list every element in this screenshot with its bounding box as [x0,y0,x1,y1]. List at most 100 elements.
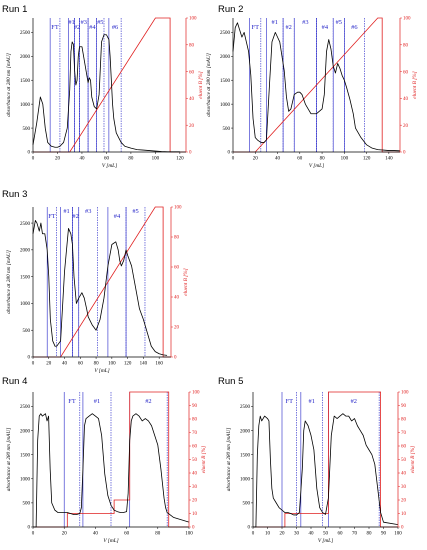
x-tick-label: 100 [108,362,116,367]
y-tick-label: 1500 [20,79,31,84]
fraction-label: #6 [351,24,357,31]
x-tick-label: 140 [140,362,148,367]
absorbance-line [33,413,190,528]
x-tick-label: 40 [93,532,99,537]
y-tick-label: 2500 [240,405,251,410]
x-tick-label: 0 [232,157,235,162]
absorbance-line [32,34,180,153]
eluent-b-line [33,17,186,153]
x-tick-label: 100 [341,157,349,162]
fraction-label: FT [48,213,56,220]
fraction-label: #1 [63,208,69,215]
x-axis-label: V [mL] [94,368,109,374]
fraction-label: #1 [68,19,74,26]
fraction-label: #2 [285,24,291,31]
x-tick-label: 80 [320,157,326,162]
y-tick-label: 1000 [20,302,31,307]
chart-title: Run 1 [2,4,27,15]
y-tick-label: 1500 [220,79,231,84]
x-axis-label: V [mL] [318,538,333,544]
y2-tick-label: 100 [189,17,197,22]
fraction-label: #3 [85,208,91,215]
fraction-label: #5 [132,208,138,215]
chart-panel-2: Run 2 FT #1 #2 #3 #4 #5 #6 0 20 40 60 80 100 120 140 0 50… [206,4,418,169]
y-tick-label: 500 [243,502,251,507]
y2-tick-label: 0 [403,151,406,156]
y2-tick-label: 0 [174,356,177,361]
x-tick-label: 80 [128,157,134,162]
y-axis-label: absorbance at 280 nm [mAU] [6,250,12,314]
fraction-label: #4 [114,213,121,220]
x-tick-label: 0 [32,362,35,367]
y2-axis-label: eluent B [%] [198,71,204,98]
y-tick-label: 2500 [20,31,31,36]
y-tick-label: 0 [28,526,31,531]
x-tick-label: 140 [385,157,393,162]
x-tick-label: 20 [280,532,286,537]
x-tick-label: 40 [275,157,281,162]
y-tick-label: 0 [28,356,31,361]
x-tick-label: 40 [79,157,85,162]
y2-tick-label: 40 [401,472,407,477]
y2-tick-label: 80 [401,418,407,423]
fraction-label: FT [286,398,294,405]
y2-tick-label: 100 [401,391,409,396]
x-tick-label: 30 [294,532,300,537]
x-tick-label: 90 [381,532,387,537]
y2-tick-label: 20 [189,124,195,129]
y2-tick-label: 60 [174,266,180,271]
y2-tick-label: 80 [174,236,180,241]
x-tick-label: 40 [309,532,315,537]
y2-tick-label: 100 [192,391,200,396]
x-tick-label: 0 [252,532,255,537]
eluent-b-line [253,391,398,528]
x-tick-label: 60 [297,157,303,162]
x-tick-label: 40 [62,362,68,367]
y2-tick-label: 100 [174,206,182,211]
x-tick-label: 100 [152,157,160,162]
fraction-label: FT [68,398,76,405]
fraction-label: #2 [72,213,78,220]
fraction-label: #3 [302,19,308,26]
y2-tick-label: 0 [401,526,404,531]
y2-tick-label: 90 [401,404,407,409]
y-tick-label: 0 [248,526,251,531]
y-axis-label: absorbance at 280 nm [mAU] [6,428,12,492]
fraction-label: FT [252,24,260,31]
y2-tick-label: 0 [189,151,192,156]
chart-panel-3: Run 3 FT #1#2 #3 #4 #5 0 20 40 60 80 100 120 140 160 0 5… [2,189,189,374]
x-tick-label: 100 [394,532,402,537]
x-tick-label: 120 [363,157,371,162]
chart-panel-5: Run 5FT #1 #20 10 20 30 40 50 60 70 80 90 1000500100… [218,376,416,544]
y2-tick-label: 100 [403,17,411,22]
fraction-label: #2 [74,24,80,31]
y2-axis-label: eluent B [%] [183,268,189,295]
y2-tick-label: 80 [192,418,198,423]
x-tick-label: 10 [265,532,271,537]
y-tick-label: 0 [228,151,231,156]
x-tick-label: 60 [124,532,130,537]
y-tick-label: 1500 [20,453,31,458]
x-tick-label: 60 [78,362,84,367]
x-tick-label: 20 [55,157,61,162]
y-tick-label: 500 [23,502,31,507]
x-tick-label: 20 [253,157,259,162]
fraction-label: FT [51,24,59,31]
y2-tick-label: 60 [403,70,409,75]
y2-tick-label: 90 [192,404,198,409]
y-tick-label: 1500 [20,275,31,280]
y-tick-label: 2000 [20,249,31,254]
fraction-label: #4 [322,24,329,31]
y2-tick-label: 70 [401,431,407,436]
x-tick-label: 70 [352,532,358,537]
x-tick-label: 100 [185,532,193,537]
y-tick-label: 2500 [220,31,231,36]
x-tick-label: 160 [155,362,163,367]
fraction-label: #3 [81,19,87,26]
y2-tick-label: 20 [174,326,180,331]
fraction-label: #5 [97,19,103,26]
eluent-b-line [33,206,171,358]
y2-tick-label: 10 [192,512,198,517]
y2-tick-label: 80 [189,44,195,49]
x-axis-label: V [mL] [309,163,324,169]
